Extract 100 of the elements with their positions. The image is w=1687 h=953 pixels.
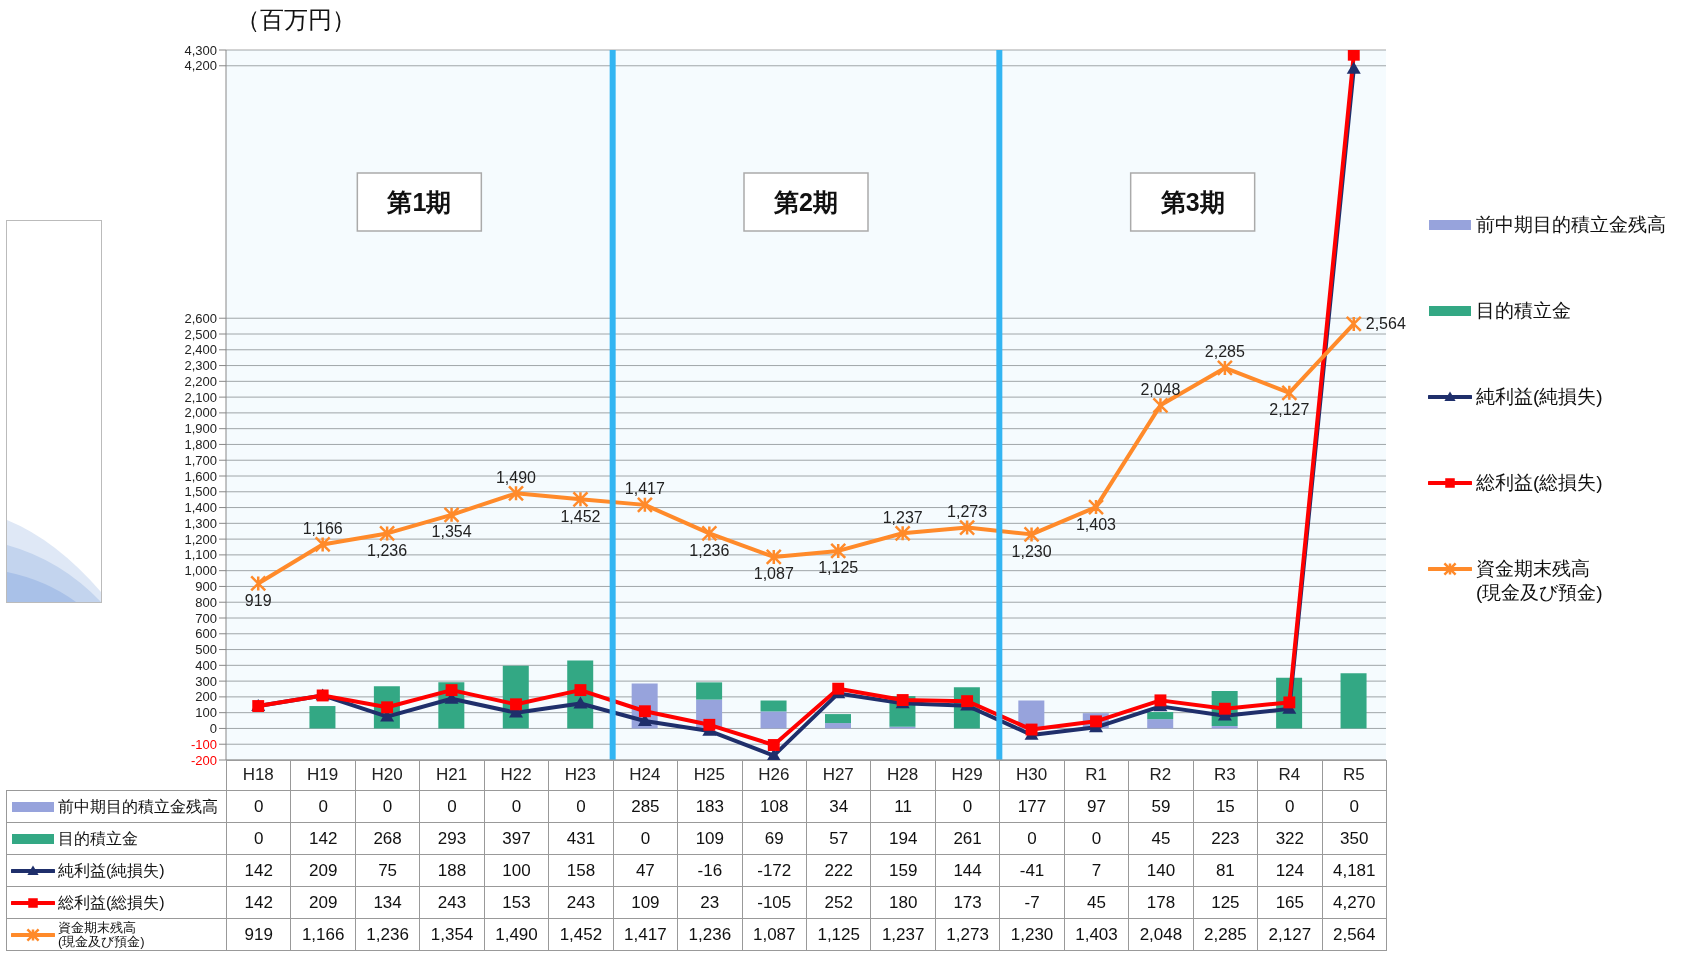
point: [572, 491, 589, 508]
text: 純利益(純損失): [58, 861, 165, 879]
x-tick-label: R1: [1085, 765, 1107, 785]
x-tick-label: H29: [951, 765, 983, 785]
x-tick-label: H22: [500, 765, 532, 785]
point: [701, 525, 718, 542]
data-label: 252: [806, 886, 872, 919]
text: 目的積立金: [1476, 300, 1571, 321]
data-label: 140: [1128, 854, 1194, 887]
point: [958, 519, 976, 536]
data-label: 4,270: [1321, 886, 1387, 919]
bar: [1147, 712, 1174, 720]
data-label: 1,236: [677, 918, 743, 951]
data-label: 1,237: [870, 918, 936, 951]
y-tick-label: 1,200: [184, 531, 217, 547]
text: 2,564: [1365, 315, 1406, 333]
data-label: 397: [483, 822, 550, 855]
data-label: 209: [290, 854, 356, 887]
text: 1,236: [367, 541, 408, 559]
bar: [1340, 673, 1367, 729]
data-label: 0: [419, 790, 485, 823]
point: [1154, 694, 1167, 707]
point: [314, 536, 331, 553]
data-label: 188: [419, 854, 485, 887]
data-label: 1,417: [612, 918, 679, 951]
x-tick-label: R5: [1342, 765, 1365, 785]
data-label: -16: [677, 854, 743, 887]
bar: [696, 682, 723, 700]
point: [445, 684, 458, 697]
data-label: 1,490: [483, 918, 550, 951]
data-label: 0: [1257, 790, 1323, 823]
data-label: 293: [419, 822, 485, 855]
data-label: 431: [548, 822, 614, 855]
data-label: 268: [354, 822, 421, 855]
data-label: 81: [1192, 854, 1259, 887]
x-tick-label: H18: [242, 765, 274, 785]
data-label: 243: [548, 886, 614, 919]
data-label: 285: [612, 790, 679, 823]
text: 1,417: [624, 480, 665, 498]
y-tick-label: 900: [195, 578, 217, 594]
text: 2,127: [1269, 401, 1310, 419]
data-label: 180: [870, 886, 936, 919]
point: [573, 696, 588, 709]
data-label: 142: [290, 822, 356, 855]
text: 1,236: [689, 541, 730, 559]
data-label: 1,354: [419, 918, 485, 951]
point: [1345, 315, 1363, 333]
text: 資金期末残高 (現金及び預金): [58, 919, 145, 949]
y-tick-label: 600: [195, 626, 217, 642]
y-tick-label: 4,300: [184, 42, 217, 58]
data-label: 153: [483, 886, 550, 919]
y-tick-label: -200: [190, 752, 217, 768]
data-label: 45: [1128, 822, 1194, 855]
y-tick-label: 1,900: [184, 421, 217, 437]
data-label: 0: [612, 822, 679, 855]
data-label: 159: [870, 854, 936, 887]
point: [443, 506, 460, 524]
text: 1,166: [302, 519, 343, 537]
data-label: 173: [934, 886, 1001, 919]
text: 1,354: [431, 523, 472, 541]
point: [249, 575, 267, 592]
y-tick-label: 1,300: [184, 515, 217, 531]
y-tick-label: 800: [195, 594, 217, 610]
text: 2,285: [1204, 343, 1245, 361]
data-label: -41: [999, 854, 1065, 887]
point: [832, 682, 845, 695]
data-label: 59: [1128, 790, 1194, 823]
y-tick-label: 500: [195, 642, 217, 658]
text: 1,125: [818, 559, 859, 577]
y-tick-label: 2,300: [184, 358, 217, 374]
y-tick-label: 1,500: [184, 484, 217, 500]
band-label: 第1期: [386, 188, 452, 216]
text: 前中期目的積立金残高: [1476, 214, 1666, 235]
point: [1087, 498, 1105, 516]
data-label: 350: [1321, 822, 1387, 855]
data-label: 222: [806, 854, 872, 887]
data-label: 11: [870, 790, 936, 823]
data-label: 34: [806, 790, 872, 823]
y-tick-label: 1,800: [184, 436, 217, 452]
data-label: 194: [870, 822, 936, 855]
data-label: 0: [1321, 790, 1387, 823]
x-tick-label: H19: [307, 765, 339, 785]
data-label: 1,230: [999, 918, 1065, 951]
point: [703, 718, 716, 731]
text: 1,490: [495, 468, 537, 486]
x-tick-label: H23: [564, 765, 597, 785]
point: [1152, 397, 1169, 414]
y-tick-label: 200: [195, 689, 217, 705]
x-tick-label: H20: [371, 765, 403, 785]
data-label: 4,181: [1321, 854, 1387, 887]
y-tick-label: -100: [190, 736, 217, 752]
data-label: 0: [226, 790, 292, 823]
point: [1023, 526, 1040, 543]
data-label: 2,285: [1192, 918, 1259, 951]
y-tick-label: 2,000: [184, 405, 217, 421]
data-label: 0: [548, 790, 614, 823]
data-label: 142: [226, 854, 292, 887]
y-tick-label: 2,100: [184, 389, 217, 405]
data-label: 109: [612, 886, 679, 919]
y-tick-label: 100: [195, 705, 217, 721]
